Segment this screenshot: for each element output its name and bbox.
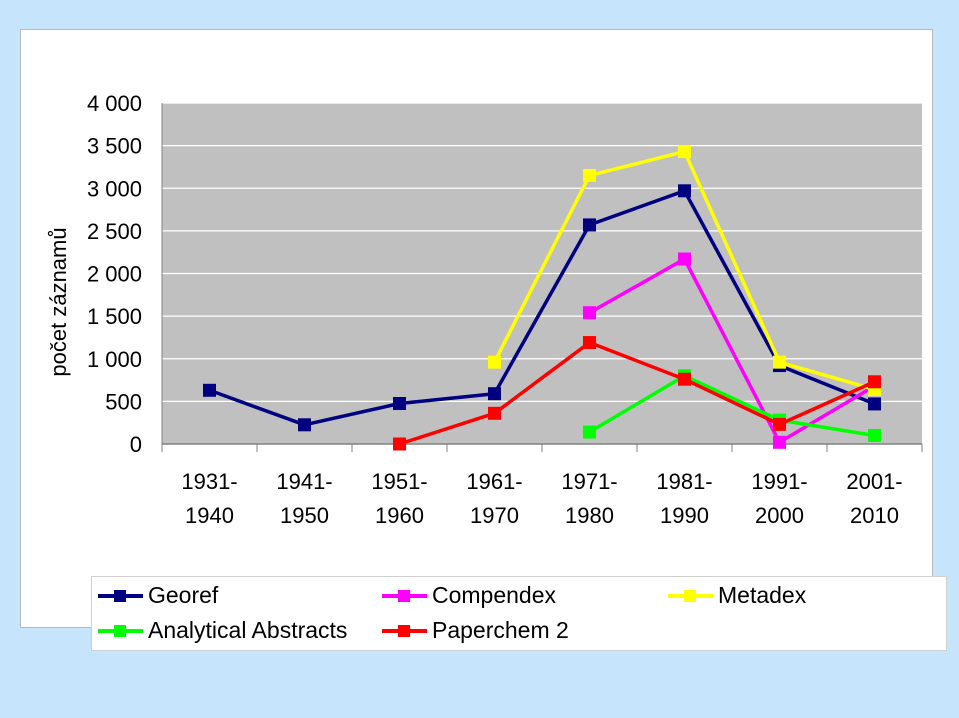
y-tick-label: 500 — [105, 389, 142, 414]
legend-item: Analytical Abstracts — [98, 617, 347, 644]
data-point-paperchem-2 — [488, 406, 501, 420]
series-line-analytical-abstracts — [588, 374, 875, 438]
x-tick-label: 1961- — [466, 469, 522, 494]
x-tick-label: 1950 — [280, 503, 329, 528]
legend-item: Georef — [98, 582, 218, 609]
legend: Georef Compendex Metadex Analytical Abstrac… — [91, 576, 947, 651]
data-point-paperchem-2 — [678, 372, 691, 386]
data-point-analytical-abstracts — [868, 428, 881, 442]
legend-item: Compendex — [382, 582, 556, 609]
data-point-georef — [488, 387, 501, 401]
data-point-georef — [393, 397, 406, 411]
legend-label: Paperchem 2 — [432, 617, 569, 643]
data-point-georef — [678, 184, 691, 198]
x-tick-label: 1990 — [660, 503, 709, 528]
data-point-georef — [868, 397, 881, 411]
y-tick-label: 0 — [130, 432, 142, 457]
legend-swatch — [98, 621, 143, 641]
data-point-georef — [583, 218, 596, 232]
data-point-compendex — [773, 435, 786, 449]
x-tick-label: 2010 — [850, 503, 899, 528]
data-point-metadex — [583, 168, 596, 182]
data-point-georef — [298, 418, 311, 432]
y-tick-label: 4 000 — [87, 91, 142, 116]
data-point-georef — [203, 383, 216, 397]
legend-swatch — [668, 586, 713, 606]
data-point-compendex — [583, 306, 596, 320]
line-chart: 0 500 1 000 1 500 2 000 2 500 3 000 3 500 4 000 1… — [87, 91, 923, 528]
data-point-analytical-abstracts — [583, 425, 596, 439]
legend-label: Georef — [148, 582, 219, 608]
y-tick-label: 3 500 — [87, 134, 142, 159]
x-tick-label: 2001- — [846, 469, 902, 494]
x-tick-label: 1981- — [656, 469, 712, 494]
series-line-compendex — [588, 257, 876, 445]
legend-swatch — [98, 586, 143, 606]
x-tick-label: 1970 — [470, 503, 519, 528]
x-tick-label: 2000 — [755, 503, 804, 528]
series-line-paperchem-2 — [398, 340, 876, 446]
legend-swatch — [382, 621, 427, 641]
data-point-metadex — [678, 145, 691, 159]
y-tick-label: 1 500 — [87, 304, 142, 329]
data-point-metadex — [488, 355, 501, 369]
data-point-paperchem-2 — [393, 437, 406, 451]
x-tick-label: 1941- — [276, 469, 332, 494]
x-tick-label: 1960 — [375, 503, 424, 528]
x-tick-label: 1971- — [561, 469, 617, 494]
legend-label: Metadex — [718, 582, 807, 608]
y-tick-label: 2 500 — [87, 219, 142, 244]
data-point-paperchem-2 — [583, 336, 596, 350]
x-tick-label: 1991- — [751, 469, 807, 494]
y-tick-label: 3 000 — [87, 176, 142, 201]
data-point-paperchem-2 — [868, 375, 881, 389]
legend-item: Paperchem 2 — [382, 617, 569, 644]
x-tick-label: 1980 — [565, 503, 614, 528]
series-line-georef — [208, 189, 876, 427]
data-point-compendex — [678, 252, 691, 266]
legend-swatch — [382, 586, 427, 606]
legend-item: Metadex — [668, 582, 806, 609]
x-tick-label: 1951- — [371, 469, 427, 494]
legend-label: Analytical Abstracts — [148, 617, 348, 643]
x-tick-label: 1931- — [181, 469, 237, 494]
data-point-paperchem-2 — [773, 417, 786, 431]
legend-label: Compendex — [432, 582, 557, 608]
data-point-metadex — [773, 355, 786, 369]
y-tick-label: 1 000 — [87, 347, 142, 372]
y-tick-label: 2 000 — [87, 262, 142, 287]
chart-panel: počet záznamů 0 500 1 000 1 500 2 000 2 500 3 … — [20, 29, 947, 651]
x-tick-label: 1940 — [185, 503, 234, 528]
